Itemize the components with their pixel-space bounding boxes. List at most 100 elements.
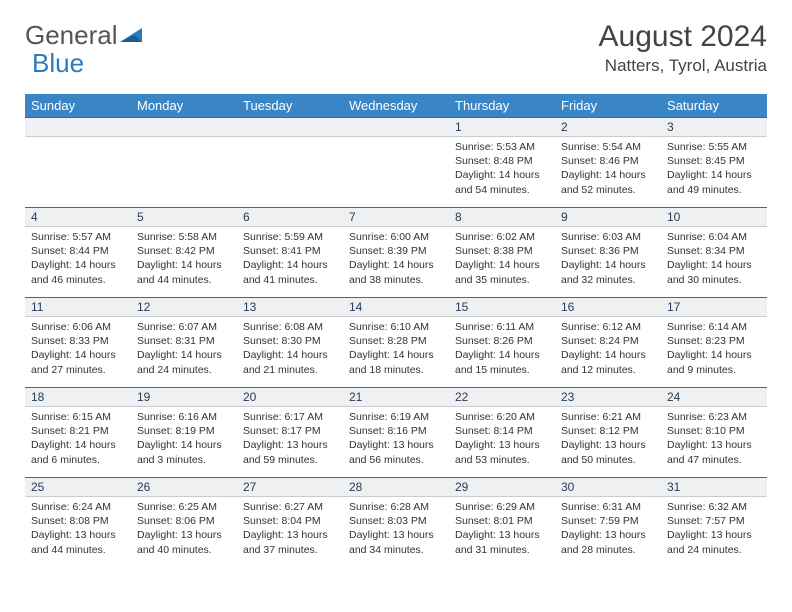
sunrise-line: Sunrise: 6:12 AM (561, 320, 655, 334)
daylight-line: Daylight: 13 hours and 40 minutes. (137, 528, 231, 556)
calendar-cell: 16Sunrise: 6:12 AMSunset: 8:24 PMDayligh… (555, 297, 661, 387)
sunrise-line: Sunrise: 6:20 AM (455, 410, 549, 424)
day-details: Sunrise: 6:00 AMSunset: 8:39 PMDaylight:… (343, 227, 449, 290)
day-details: Sunrise: 6:19 AMSunset: 8:16 PMDaylight:… (343, 407, 449, 470)
sunset-line: Sunset: 8:42 PM (137, 244, 231, 258)
calendar-cell: 14Sunrise: 6:10 AMSunset: 8:28 PMDayligh… (343, 297, 449, 387)
calendar-row: 18Sunrise: 6:15 AMSunset: 8:21 PMDayligh… (25, 387, 767, 477)
sunset-line: Sunset: 8:21 PM (31, 424, 125, 438)
day-details: Sunrise: 6:25 AMSunset: 8:06 PMDaylight:… (131, 497, 237, 560)
sunset-line: Sunset: 8:10 PM (667, 424, 761, 438)
day-details: Sunrise: 6:02 AMSunset: 8:38 PMDaylight:… (449, 227, 555, 290)
day-details: Sunrise: 5:59 AMSunset: 8:41 PMDaylight:… (237, 227, 343, 290)
header: General August 2024 Natters, Tyrol, Aust… (25, 20, 767, 76)
sunset-line: Sunset: 8:04 PM (243, 514, 337, 528)
daylight-line: Daylight: 14 hours and 30 minutes. (667, 258, 761, 286)
day-number: . (343, 117, 449, 137)
calendar-header-row: SundayMondayTuesdayWednesdayThursdayFrid… (25, 94, 767, 117)
daylight-line: Daylight: 13 hours and 47 minutes. (667, 438, 761, 466)
sunset-line: Sunset: 8:44 PM (31, 244, 125, 258)
day-number: 3 (661, 117, 767, 137)
sunrise-line: Sunrise: 6:24 AM (31, 500, 125, 514)
day-number: 24 (661, 387, 767, 407)
sunset-line: Sunset: 8:12 PM (561, 424, 655, 438)
calendar-cell: 26Sunrise: 6:25 AMSunset: 8:06 PMDayligh… (131, 477, 237, 567)
calendar-cell: 4Sunrise: 5:57 AMSunset: 8:44 PMDaylight… (25, 207, 131, 297)
sunset-line: Sunset: 8:28 PM (349, 334, 443, 348)
day-number: 27 (237, 477, 343, 497)
day-details: Sunrise: 5:58 AMSunset: 8:42 PMDaylight:… (131, 227, 237, 290)
day-number: 29 (449, 477, 555, 497)
sunrise-line: Sunrise: 5:57 AM (31, 230, 125, 244)
sunrise-line: Sunrise: 6:17 AM (243, 410, 337, 424)
weekday-header: Saturday (661, 94, 767, 117)
calendar-cell: 9Sunrise: 6:03 AMSunset: 8:36 PMDaylight… (555, 207, 661, 297)
calendar-cell: 25Sunrise: 6:24 AMSunset: 8:08 PMDayligh… (25, 477, 131, 567)
weekday-header: Monday (131, 94, 237, 117)
calendar-cell: 12Sunrise: 6:07 AMSunset: 8:31 PMDayligh… (131, 297, 237, 387)
day-details: Sunrise: 6:14 AMSunset: 8:23 PMDaylight:… (661, 317, 767, 380)
weekday-header: Friday (555, 94, 661, 117)
day-number: 1 (449, 117, 555, 137)
weekday-header: Tuesday (237, 94, 343, 117)
calendar-cell: 15Sunrise: 6:11 AMSunset: 8:26 PMDayligh… (449, 297, 555, 387)
day-number: 18 (25, 387, 131, 407)
calendar-cell: 21Sunrise: 6:19 AMSunset: 8:16 PMDayligh… (343, 387, 449, 477)
day-number: 5 (131, 207, 237, 227)
daylight-line: Daylight: 14 hours and 35 minutes. (455, 258, 549, 286)
day-number: 6 (237, 207, 343, 227)
calendar-cell: . (131, 117, 237, 207)
calendar-cell: . (343, 117, 449, 207)
daylight-line: Daylight: 13 hours and 56 minutes. (349, 438, 443, 466)
calendar-cell: 13Sunrise: 6:08 AMSunset: 8:30 PMDayligh… (237, 297, 343, 387)
day-number: 11 (25, 297, 131, 317)
day-details: Sunrise: 5:57 AMSunset: 8:44 PMDaylight:… (25, 227, 131, 290)
sunset-line: Sunset: 8:23 PM (667, 334, 761, 348)
day-details: Sunrise: 6:03 AMSunset: 8:36 PMDaylight:… (555, 227, 661, 290)
sunset-line: Sunset: 8:36 PM (561, 244, 655, 258)
daylight-line: Daylight: 14 hours and 9 minutes. (667, 348, 761, 376)
sunset-line: Sunset: 8:45 PM (667, 154, 761, 168)
calendar-cell: 31Sunrise: 6:32 AMSunset: 7:57 PMDayligh… (661, 477, 767, 567)
sunrise-line: Sunrise: 6:06 AM (31, 320, 125, 334)
day-details: Sunrise: 6:12 AMSunset: 8:24 PMDaylight:… (555, 317, 661, 380)
sunrise-line: Sunrise: 6:27 AM (243, 500, 337, 514)
sunset-line: Sunset: 8:24 PM (561, 334, 655, 348)
logo-text-blue: Blue (32, 48, 84, 79)
day-details: Sunrise: 6:23 AMSunset: 8:10 PMDaylight:… (661, 407, 767, 470)
daylight-line: Daylight: 14 hours and 49 minutes. (667, 168, 761, 196)
sunrise-line: Sunrise: 6:31 AM (561, 500, 655, 514)
month-title: August 2024 (599, 20, 767, 54)
daylight-line: Daylight: 13 hours and 37 minutes. (243, 528, 337, 556)
day-details: Sunrise: 6:20 AMSunset: 8:14 PMDaylight:… (449, 407, 555, 470)
daylight-line: Daylight: 14 hours and 3 minutes. (137, 438, 231, 466)
calendar-cell: 18Sunrise: 6:15 AMSunset: 8:21 PMDayligh… (25, 387, 131, 477)
sunrise-line: Sunrise: 5:54 AM (561, 140, 655, 154)
daylight-line: Daylight: 13 hours and 53 minutes. (455, 438, 549, 466)
sunrise-line: Sunrise: 6:15 AM (31, 410, 125, 424)
title-block: August 2024 Natters, Tyrol, Austria (599, 20, 767, 76)
calendar-cell: 20Sunrise: 6:17 AMSunset: 8:17 PMDayligh… (237, 387, 343, 477)
day-details: Sunrise: 6:11 AMSunset: 8:26 PMDaylight:… (449, 317, 555, 380)
day-details: Sunrise: 6:15 AMSunset: 8:21 PMDaylight:… (25, 407, 131, 470)
sunrise-line: Sunrise: 6:14 AM (667, 320, 761, 334)
calendar-cell: 5Sunrise: 5:58 AMSunset: 8:42 PMDaylight… (131, 207, 237, 297)
sunset-line: Sunset: 7:57 PM (667, 514, 761, 528)
day-number: 15 (449, 297, 555, 317)
calendar-cell: 29Sunrise: 6:29 AMSunset: 8:01 PMDayligh… (449, 477, 555, 567)
daylight-line: Daylight: 14 hours and 21 minutes. (243, 348, 337, 376)
calendar-cell: 1Sunrise: 5:53 AMSunset: 8:48 PMDaylight… (449, 117, 555, 207)
sunset-line: Sunset: 8:39 PM (349, 244, 443, 258)
weekday-header: Thursday (449, 94, 555, 117)
calendar-cell: 7Sunrise: 6:00 AMSunset: 8:39 PMDaylight… (343, 207, 449, 297)
calendar-cell: 19Sunrise: 6:16 AMSunset: 8:19 PMDayligh… (131, 387, 237, 477)
day-number: 20 (237, 387, 343, 407)
day-number: 30 (555, 477, 661, 497)
calendar-cell: 10Sunrise: 6:04 AMSunset: 8:34 PMDayligh… (661, 207, 767, 297)
calendar-cell: 2Sunrise: 5:54 AMSunset: 8:46 PMDaylight… (555, 117, 661, 207)
day-details: Sunrise: 6:21 AMSunset: 8:12 PMDaylight:… (555, 407, 661, 470)
day-details: Sunrise: 5:55 AMSunset: 8:45 PMDaylight:… (661, 137, 767, 200)
day-details: Sunrise: 6:29 AMSunset: 8:01 PMDaylight:… (449, 497, 555, 560)
daylight-line: Daylight: 14 hours and 6 minutes. (31, 438, 125, 466)
daylight-line: Daylight: 14 hours and 15 minutes. (455, 348, 549, 376)
